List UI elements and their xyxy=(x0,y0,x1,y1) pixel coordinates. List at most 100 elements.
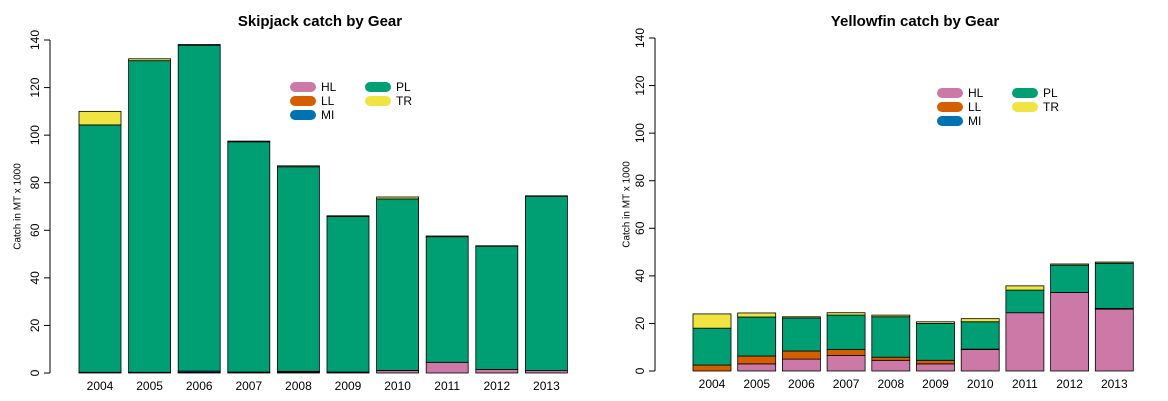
chart: Yellowfin catch by Gear Catch in MT x 100… xyxy=(622,13,1134,391)
legend-swatch xyxy=(365,82,391,92)
y-axis-title: Catch in MT x 1000 xyxy=(13,163,24,250)
legend-swatch xyxy=(937,116,963,126)
chart: Skipjack catch by Gear Catch in MT x 1000… xyxy=(13,13,568,393)
y-tick-label: 20 xyxy=(28,318,42,332)
x-tick-label: 2010 xyxy=(967,377,994,391)
bar-segment xyxy=(376,198,420,371)
bar-segment xyxy=(128,58,172,62)
bar-segment xyxy=(1050,263,1089,266)
legend-swatch xyxy=(937,88,963,98)
y-tick-label: 0 xyxy=(633,367,647,374)
bar-segment xyxy=(871,316,911,358)
x-tick-label: 2011 xyxy=(1012,377,1038,391)
x-tick-label: 2012 xyxy=(1056,377,1083,391)
legend-swatch xyxy=(1012,102,1038,112)
x-tick-label: 2009 xyxy=(922,377,949,391)
bar-segment xyxy=(425,236,469,363)
bar-segment xyxy=(826,312,866,316)
x-tick-label: 2010 xyxy=(384,379,411,393)
chart-title: Skipjack catch by Gear xyxy=(238,13,402,30)
bar-segment xyxy=(960,349,1000,372)
legend-label: LL xyxy=(321,94,335,108)
legend-swatch xyxy=(290,82,316,92)
bar-segment xyxy=(376,196,420,200)
bar-segment xyxy=(960,321,1000,350)
y-tick-label: 0 xyxy=(28,369,42,376)
y-tick-label: 120 xyxy=(633,75,647,95)
y-tick-label: 60 xyxy=(633,221,647,235)
bar-segment xyxy=(1050,292,1089,372)
bar-segment xyxy=(425,361,469,374)
x-tick-label: 2008 xyxy=(877,377,904,391)
y-tick-label: 120 xyxy=(28,77,42,97)
chart-title: Yellowfin catch by Gear xyxy=(831,13,1000,30)
bar-segment xyxy=(782,317,821,352)
bar-segment xyxy=(78,124,122,373)
bar-segment xyxy=(475,245,519,370)
legend-label: TR xyxy=(396,94,412,108)
y-tick-label: 60 xyxy=(28,223,42,237)
y-tick-label: 80 xyxy=(28,176,42,190)
legend-swatch xyxy=(290,96,316,106)
bar-segment xyxy=(1005,285,1045,291)
x-tick-label: 2007 xyxy=(833,377,860,391)
legend-label: HL xyxy=(968,86,984,100)
bar-segment xyxy=(960,318,1000,323)
bar-segment xyxy=(737,355,777,365)
bar-segment xyxy=(227,140,271,143)
legend-swatch xyxy=(1012,88,1038,98)
x-tick-label: 2004 xyxy=(699,377,726,391)
bar-segment xyxy=(1005,312,1045,372)
bar-segment xyxy=(916,323,955,361)
bar-segment xyxy=(782,358,821,372)
bar-segment xyxy=(782,350,821,360)
bar-segment xyxy=(1005,289,1045,314)
bar-segment xyxy=(1094,261,1134,264)
x-tick-label: 2004 xyxy=(87,379,114,393)
y-tick-label: 140 xyxy=(633,28,647,48)
bar-segment xyxy=(871,314,911,318)
bar-segment xyxy=(177,44,221,46)
bar-segment xyxy=(1094,262,1134,309)
x-tick-label: 2007 xyxy=(235,379,262,393)
x-tick-label: 2005 xyxy=(136,379,163,393)
bar-segment xyxy=(276,165,320,168)
x-tick-label: 2006 xyxy=(788,377,815,391)
bar-segment xyxy=(916,321,955,324)
legend-swatch xyxy=(290,110,316,120)
y-tick-label: 140 xyxy=(28,30,42,50)
x-tick-label: 2009 xyxy=(335,379,362,393)
bar-segment xyxy=(128,60,172,373)
bar-segment xyxy=(177,44,221,372)
bar-segment xyxy=(826,349,866,356)
x-tick-label: 2011 xyxy=(434,379,460,393)
legend-label: HL xyxy=(321,80,337,94)
bar-segment xyxy=(782,316,821,319)
x-tick-label: 2012 xyxy=(483,379,510,393)
legend-swatch xyxy=(365,96,391,106)
y-tick-label: 40 xyxy=(633,269,647,283)
bar-segment xyxy=(737,363,777,372)
bar-segment xyxy=(525,195,568,372)
y-tick-label: 40 xyxy=(28,271,42,285)
legend-label: PL xyxy=(396,80,411,94)
bar-segment xyxy=(916,363,955,372)
x-tick-label: 2006 xyxy=(186,379,213,393)
x-tick-label: 2008 xyxy=(285,379,312,393)
y-axis-title: Catch in MT x 1000 xyxy=(622,161,633,248)
legend-label: TR xyxy=(1043,100,1059,114)
x-tick-label: 2013 xyxy=(1101,377,1128,391)
bar-segment xyxy=(692,364,732,372)
legend-label: MI xyxy=(321,108,334,122)
legend-swatch xyxy=(937,102,963,112)
bar-segment xyxy=(227,141,271,373)
y-tick-label: 80 xyxy=(633,174,647,188)
bar-segment xyxy=(826,314,866,350)
bar-segment xyxy=(78,110,122,126)
bar-segment xyxy=(276,166,320,372)
y-tick-label: 100 xyxy=(28,125,42,145)
y-tick-label: 20 xyxy=(633,316,647,330)
bar-segment xyxy=(871,356,911,361)
bar-segment xyxy=(475,369,519,374)
